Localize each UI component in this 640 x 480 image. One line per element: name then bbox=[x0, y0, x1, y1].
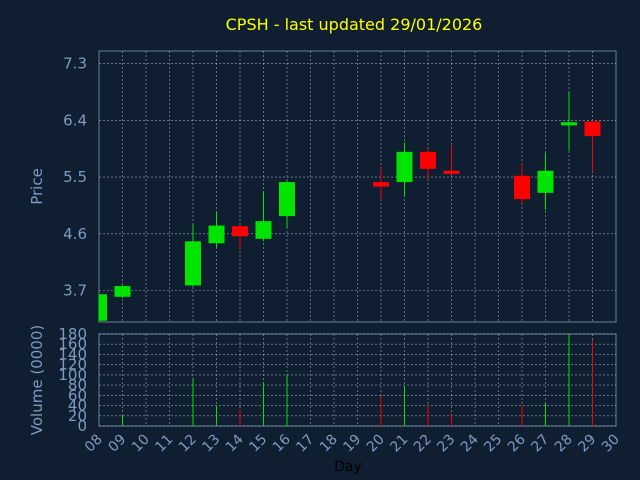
price-tick-label: 7.3 bbox=[63, 55, 87, 73]
volume-axis-label: Volume (0000) bbox=[28, 325, 46, 435]
candle-body bbox=[537, 170, 554, 193]
x-tick-label: 25 bbox=[481, 432, 505, 456]
x-tick-label: 15 bbox=[246, 432, 270, 456]
candle-body bbox=[232, 226, 248, 237]
price-tick-label: 4.6 bbox=[63, 225, 87, 243]
volume-tick-label: 40 bbox=[68, 397, 87, 415]
volume-tick-label: 160 bbox=[58, 335, 87, 353]
x-tick-label: 22 bbox=[411, 432, 435, 456]
candle-body bbox=[561, 122, 577, 126]
volume-tick-label: 180 bbox=[58, 325, 87, 343]
x-tick-label: 24 bbox=[458, 431, 482, 455]
x-tick-label: 17 bbox=[293, 432, 317, 456]
candle-body bbox=[396, 151, 413, 183]
candle-body bbox=[373, 182, 389, 187]
x-tick-label: 29 bbox=[575, 432, 599, 456]
x-tick-label: 16 bbox=[270, 431, 294, 455]
price-panel: 3.7 4.6 5.5 6.4 7.3 bbox=[63, 50, 617, 323]
x-axis-label: Day bbox=[334, 459, 362, 475]
candle-body bbox=[99, 294, 107, 321]
x-tick-label: 30 bbox=[599, 432, 623, 456]
x-tick-label: 14 bbox=[223, 431, 247, 455]
price-tick-label: 6.4 bbox=[63, 111, 87, 129]
volume-tick-label: 80 bbox=[68, 376, 87, 394]
price-axis-label: Price bbox=[28, 168, 46, 205]
candle-body bbox=[114, 286, 131, 297]
candle-body bbox=[208, 225, 225, 244]
x-tick-label: 11 bbox=[152, 432, 176, 456]
x-tick-label: 08 bbox=[82, 432, 106, 456]
x-tick-label: 19 bbox=[340, 432, 364, 456]
x-tick-label: 12 bbox=[176, 432, 200, 456]
x-tick-label: 27 bbox=[528, 432, 552, 456]
volume-tick-label: 120 bbox=[58, 356, 87, 374]
candle-body bbox=[279, 182, 295, 217]
x-tick-label: 10 bbox=[129, 432, 153, 456]
x-tick-label: 18 bbox=[317, 432, 341, 456]
volume-tick-label: 60 bbox=[68, 386, 87, 404]
x-tick-label: 26 bbox=[505, 431, 529, 455]
candle-body bbox=[255, 221, 272, 239]
x-tick-label: 23 bbox=[434, 432, 458, 456]
candle-body bbox=[584, 121, 601, 137]
x-tick-label: 13 bbox=[199, 432, 223, 456]
x-tick-label: 28 bbox=[552, 432, 576, 456]
volume-panel: 08 09 10 11 12 13 14 15 16 17 18 19 20 21 22 23 24 25 26 27… bbox=[58, 325, 622, 455]
price-tick-label: 3.7 bbox=[63, 281, 87, 299]
x-tick-label: 21 bbox=[387, 432, 411, 456]
chart-title: CPSH - last updated 29/01/2026 bbox=[226, 15, 483, 34]
candle-body bbox=[420, 151, 436, 169]
candle-body bbox=[185, 241, 201, 286]
price-tick-label: 5.5 bbox=[63, 168, 87, 186]
candle-body bbox=[443, 170, 460, 174]
volume-tick-label: 140 bbox=[58, 345, 87, 363]
candle-body bbox=[514, 175, 530, 200]
volume-tick-label: 20 bbox=[68, 407, 87, 425]
volume-tick-label: 0 bbox=[77, 417, 87, 435]
x-tick-label: 09 bbox=[105, 432, 129, 456]
volume-tick-label: 100 bbox=[58, 366, 87, 384]
x-tick-label: 20 bbox=[364, 432, 388, 456]
